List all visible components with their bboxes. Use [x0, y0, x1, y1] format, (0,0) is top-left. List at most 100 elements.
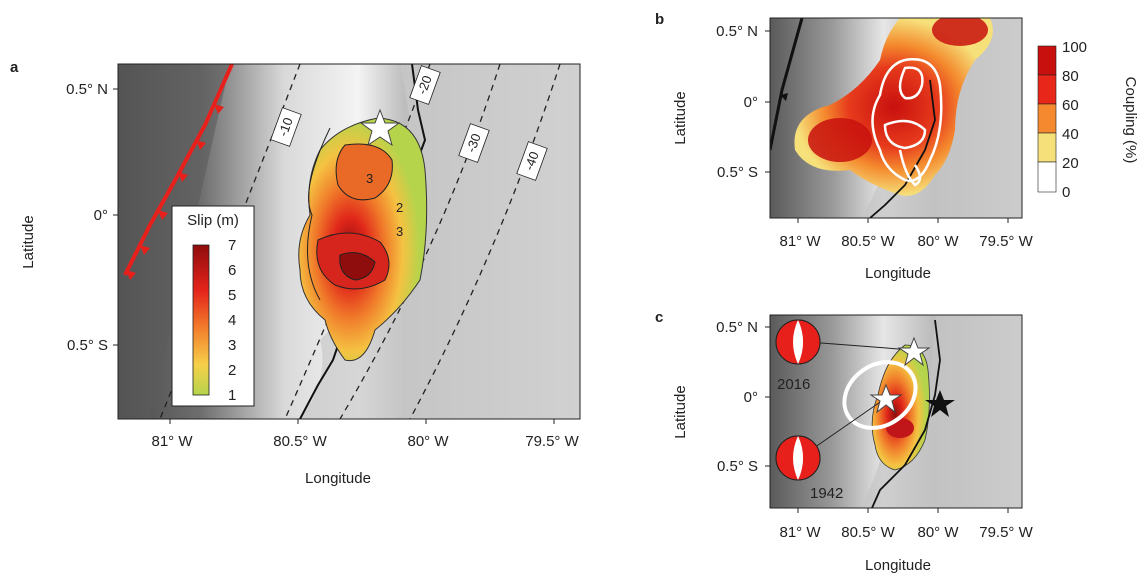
panel-c-xtick-81w: 81° W — [779, 524, 821, 541]
slip-contour-label-3a: 3 — [366, 171, 373, 186]
beachball-2016-icon — [775, 319, 821, 365]
panel-c-xticks: 81° W 80.5° W 80° W 79.5° W — [779, 524, 1033, 541]
connector-2016 — [807, 341, 913, 351]
panel-c-xtick-80-5w: 80.5° W — [841, 524, 895, 541]
coupling-tick-60: 60 — [1062, 97, 1079, 114]
panel-a-xtick-80-5w: 80.5° W — [273, 433, 327, 450]
panel-b-ylabel: Latitude — [672, 91, 689, 144]
panel-a-ytick-0: 0° — [94, 207, 108, 224]
slip-tick-5: 5 — [228, 287, 236, 304]
coupling-tick-80: 80 — [1062, 68, 1079, 85]
coupling-tick-0: 0 — [1062, 184, 1070, 201]
coupling-peak-west — [808, 118, 872, 162]
trench-line — [123, 64, 234, 276]
slip-legend: Slip (m) 7 6 5 4 3 2 1 — [171, 205, 255, 407]
slip-colorbar — [192, 244, 210, 396]
coupling-bin-60-80 — [1037, 74, 1057, 105]
depth-label-30: -30 — [463, 131, 484, 154]
slip-patch-peak — [339, 252, 376, 281]
panel-b-letter: b — [655, 11, 664, 28]
panel-b-xtick-80w: 80° W — [917, 233, 959, 250]
slip-tick-1: 1 — [228, 387, 236, 404]
panel-a-xlabel: Longitude — [305, 470, 371, 487]
depth-label-40: -40 — [521, 149, 542, 172]
coupling-colorbar-title: Coupling (%) — [1122, 77, 1139, 164]
slip-tick-2: 2 — [228, 362, 236, 379]
coupling-bin-20-40 — [1037, 132, 1057, 163]
connector-1942 — [807, 397, 887, 453]
panel-a-xticks: 81° W 80.5° W 80° W 79.5° W — [151, 433, 579, 450]
panel-b-slip-contour-south — [883, 119, 927, 150]
panel-c-ytick-0-5n: 0.5° N — [716, 319, 758, 336]
panel-c-xtick-80w: 80° W — [917, 524, 959, 541]
event-label-1942: 1942 — [810, 485, 843, 502]
panel-c-ytick-0: 0° — [744, 389, 758, 406]
panel-c-xlabel: Longitude — [865, 557, 931, 574]
coupling-ticks: 100 80 60 40 20 0 — [1062, 39, 1087, 201]
epicenter-1942-star-icon — [869, 383, 903, 414]
coupling-colorbar: 100 80 60 40 20 0 Coupling (%) — [1037, 39, 1139, 201]
panel-a-yticks: 0.5° N 0° 0.5° S — [66, 81, 108, 354]
slip-tick-4: 4 — [228, 312, 236, 329]
panel-c-ylabel: Latitude — [672, 385, 689, 438]
coupling-peak-north — [932, 18, 988, 46]
panel-b-xtick-79-5w: 79.5° W — [979, 233, 1033, 250]
panel-c-xtick-79-5w: 79.5° W — [979, 524, 1033, 541]
panel-b-yticks: 0.5° N 0° 0.5° S — [716, 23, 758, 181]
panel-b-slip-contour-outer — [871, 58, 943, 183]
panel-b-ytick-0-5n: 0.5° N — [716, 23, 758, 40]
panel-a-ytick-0-5s: 0.5° S — [67, 337, 108, 354]
slip-patch-north — [335, 143, 393, 201]
panel-b-xticks: 81° W 80.5° W 80° W 79.5° W — [779, 233, 1033, 250]
slip-legend-box — [171, 205, 255, 407]
panel-c-frame — [769, 314, 1023, 509]
panel-b-slip-contour-north — [898, 66, 924, 100]
slip-tick-7: 7 — [228, 237, 236, 254]
panel-b-xtick-80-5w: 80.5° W — [841, 233, 895, 250]
panel-a-frame — [117, 63, 581, 420]
coupling-tick-40: 40 — [1062, 126, 1079, 143]
panel-b-coastline — [869, 79, 936, 218]
slip-legend-ticks: 7 6 5 4 3 2 1 — [228, 237, 236, 404]
panel-a: a -10 — [10, 59, 581, 487]
panel-a-ytick-0-5n: 0.5° N — [66, 81, 108, 98]
depth-contour-40 — [409, 64, 561, 419]
panel-a-xtick-80w: 80° W — [407, 433, 449, 450]
panel-c-coastline — [871, 319, 941, 508]
panel-b-ytick-0: 0° — [744, 94, 758, 111]
panel-a-map: -10 -20 -30 -40 3 3 2 Slip (m) 7 6 — [118, 64, 580, 419]
panel-b-tickmarks — [765, 30, 1009, 223]
coupling-bin-40-60 — [1037, 103, 1057, 134]
panel-b: b 81° W 80.5° W 80° W 79.5° W — [655, 11, 1139, 282]
slip-legend-title: Slip (m) — [187, 212, 239, 229]
panel-b-trench-tooth — [780, 93, 788, 101]
panel-c-ytick-0-5s: 0.5° S — [717, 458, 758, 475]
rupture-ellipse-1942 — [842, 360, 918, 430]
panel-a-xtick-79-5w: 79.5° W — [525, 433, 579, 450]
panel-b-frame — [769, 17, 1023, 219]
panel-b-trench — [770, 18, 804, 151]
depth-contour-20 — [284, 64, 431, 419]
slip-tick-3: 3 — [228, 337, 236, 354]
panel-c: c — [655, 309, 1034, 574]
slip-tick-6: 6 — [228, 262, 236, 279]
panel-a-tickmarks — [113, 88, 555, 424]
trench-teeth — [126, 104, 224, 280]
coupling-tick-100: 100 — [1062, 39, 1087, 56]
panel-c-letter: c — [655, 309, 663, 326]
panel-b-xtick-81w: 81° W — [779, 233, 821, 250]
panel-c-yticks: 0.5° N 0° 0.5° S — [716, 319, 758, 475]
panel-a-letter: a — [10, 59, 19, 76]
slip-contour-label-2: 2 — [396, 200, 403, 215]
panel-c-tickmarks — [765, 326, 1009, 513]
panel-b-xlabel: Longitude — [865, 265, 931, 282]
panel-b-map — [770, 18, 1022, 218]
slip-contour-label-3b: 3 — [396, 224, 403, 239]
beachball-1942-icon — [775, 435, 821, 481]
epicenter-star-icon — [359, 108, 401, 147]
panel-b-ytick-0-5s: 0.5° S — [717, 164, 758, 181]
panel-c-slip-peak — [886, 418, 914, 438]
panel-a-xtick-81w: 81° W — [151, 433, 193, 450]
slip-contour-outer — [307, 127, 331, 301]
